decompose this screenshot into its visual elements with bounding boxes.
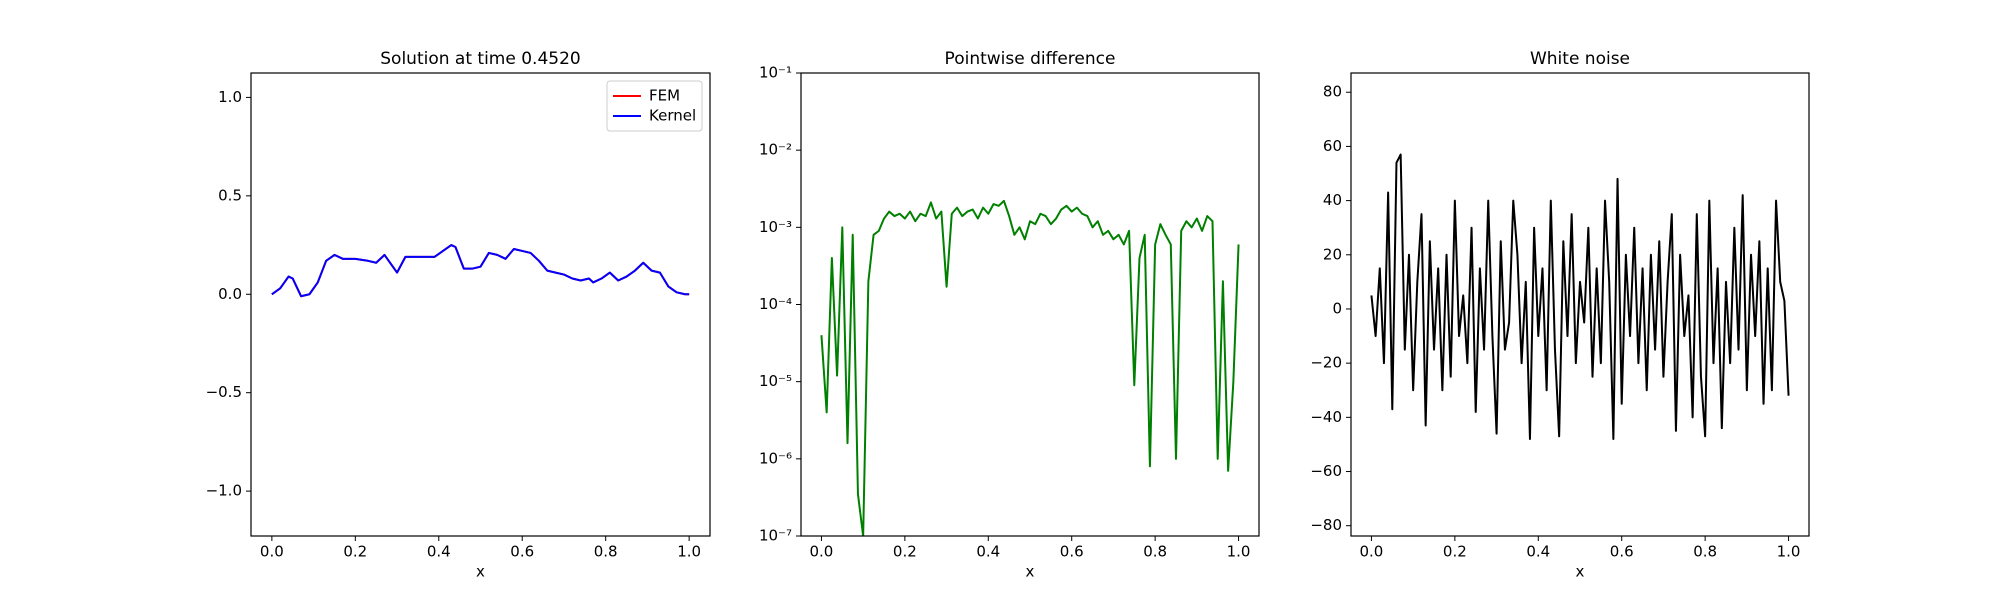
- y-tick-label: 10⁻⁷: [759, 527, 792, 545]
- series-line: [271, 244, 690, 298]
- y-tick-label: 10⁻¹: [759, 64, 792, 82]
- x-axis-label: x: [1576, 563, 1585, 581]
- y-tick-label: −80: [1310, 516, 1342, 534]
- y-tick-label: −1.0: [206, 482, 242, 500]
- y-tick-label: 20: [1323, 245, 1342, 263]
- x-tick-label: 0.2: [343, 543, 367, 561]
- y-tick-label: −60: [1310, 462, 1342, 480]
- x-tick-label: 0.2: [1443, 543, 1467, 561]
- y-tick-label: 10⁻²: [759, 141, 792, 159]
- x-tick-label: 0.4: [427, 543, 451, 561]
- x-tick-label: 0.8: [1693, 543, 1717, 561]
- x-axis-label: x: [1026, 563, 1035, 581]
- x-tick-label: 1.0: [1227, 543, 1251, 561]
- x-tick-label: 0.2: [893, 543, 917, 561]
- y-tick-label: 0.0: [218, 285, 242, 303]
- x-tick-label: 0.0: [1360, 543, 1384, 561]
- y-tick-label: 10⁻⁵: [759, 372, 792, 390]
- subplot: White noise x 0.0 0.2 0.4 0.6 0.8 1.0 −80 −60 −40 −…: [1310, 49, 1810, 581]
- legend-box: [606, 80, 703, 132]
- series-line: [271, 244, 690, 298]
- subplot: Pointwise difference x 0.0 0.2 0.4 0.6 0.8 1.0 1…: [759, 49, 1260, 581]
- x-tick-label: 0.4: [976, 543, 1000, 561]
- y-tick-label: 10⁻⁶: [759, 449, 792, 467]
- y-tick-label: 0.5: [218, 186, 242, 204]
- x-tick-label: 0.6: [510, 543, 534, 561]
- subplot: Solution at time 0.4520 x 0.0 0.2 0.4 0.6 0.8 1…: [206, 49, 711, 581]
- series-line: [820, 199, 1240, 536]
- y-tick-label: 80: [1323, 83, 1342, 101]
- y-tick-label: 0: [1332, 299, 1342, 317]
- y-tick-label: 40: [1323, 191, 1342, 209]
- series-line: [1370, 153, 1790, 441]
- y-tick-label: 10⁻³: [759, 218, 792, 236]
- x-tick-label: 0.6: [1610, 543, 1634, 561]
- x-tick-label: 0.6: [1060, 543, 1084, 561]
- legend-label: FEM: [649, 87, 680, 105]
- x-tick-label: 1.0: [1777, 543, 1801, 561]
- y-tick-label: −0.5: [206, 383, 242, 401]
- x-tick-label: 0.4: [1526, 543, 1550, 561]
- y-tick-label: 10⁻⁴: [759, 295, 792, 313]
- x-axis-label: x: [476, 563, 485, 581]
- x-tick-label: 0.0: [810, 543, 834, 561]
- axes-frame: [250, 72, 711, 537]
- y-tick-label: 60: [1323, 137, 1342, 155]
- x-tick-label: 0.8: [594, 543, 618, 561]
- y-tick-label: −40: [1310, 408, 1342, 426]
- x-tick-label: 0.8: [1143, 543, 1167, 561]
- subplot-title: Pointwise difference: [945, 49, 1116, 69]
- y-tick-label: −20: [1310, 354, 1342, 372]
- subplot-title: White noise: [1530, 49, 1630, 69]
- x-tick-label: 0.0: [260, 543, 284, 561]
- legend-label: Kernel: [649, 107, 696, 125]
- x-tick-label: 1.0: [677, 543, 701, 561]
- y-tick-label: 1.0: [218, 88, 242, 106]
- legend: FEM Kernel: [606, 80, 703, 132]
- subplot-title: Solution at time 0.4520: [380, 49, 580, 69]
- axes-frame: [800, 72, 1260, 537]
- axes-frame: [1350, 72, 1810, 537]
